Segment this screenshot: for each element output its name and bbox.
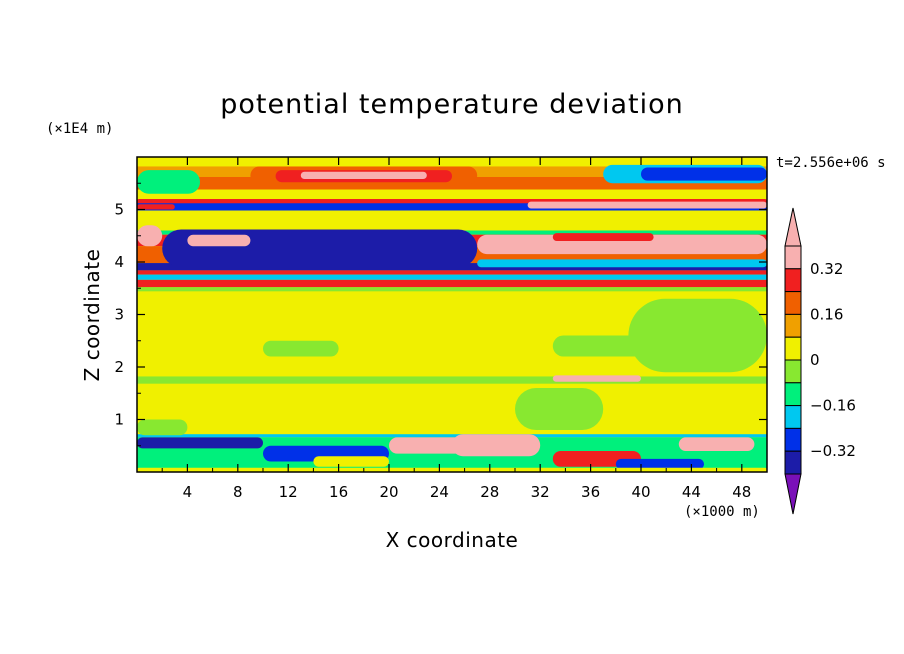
colorbar-label-4: −0.32 (810, 442, 856, 460)
colorbar-swatch-4 (784, 336, 802, 361)
x-tick-label-6: 28 (480, 483, 499, 501)
colorbar-label-1: 0.16 (810, 305, 843, 323)
y-tick-label-1: 2 (114, 358, 124, 376)
field-feature-21 (515, 388, 604, 430)
field-feature-14 (137, 204, 175, 210)
field-feature-15 (137, 298, 251, 367)
field-feature-17 (389, 330, 465, 346)
colorbar-swatch-7 (784, 405, 802, 429)
colorbar-swatch-8 (784, 427, 802, 452)
x-axis-label: X coordinate (386, 528, 519, 552)
field-feature-30 (137, 467, 767, 472)
y-tick-label-4: 5 (114, 201, 124, 219)
field-band-16 (137, 383, 767, 435)
field-feature-22 (552, 375, 641, 382)
x-tick-label-3: 16 (329, 483, 348, 501)
colorbar-swatch-3 (784, 313, 802, 338)
y-axis-label: Z coordinate (80, 249, 104, 382)
field-feature-24 (452, 434, 541, 457)
y-axis-ticks: 1 2 3 4 5 (114, 182, 767, 447)
x-axis-ticks: 4 8 12 16 20 24 28 32 36 40 44 48 (161, 157, 751, 501)
field-feature-26 (678, 437, 755, 451)
x-tick-label-5: 24 (430, 483, 449, 501)
field-band-11 (137, 274, 767, 280)
field-band-17 (137, 434, 767, 438)
chart-title: potential temperature deviation (220, 89, 683, 120)
colorbar-swatch-0 (784, 245, 802, 270)
y-tick-label-3: 4 (114, 253, 124, 271)
field-feature-5 (641, 167, 767, 181)
field-band-12 (137, 279, 767, 288)
x-tick-label-8: 36 (581, 483, 600, 501)
x-tick-label-11: 48 (732, 483, 751, 501)
x-tick-label-1: 8 (233, 483, 243, 501)
x-tick-label-2: 12 (279, 483, 298, 501)
field-feature-6 (137, 225, 163, 247)
colorbar-swatch-9 (784, 450, 802, 475)
plot-area (137, 157, 767, 472)
colorbar-extend-low (784, 473, 802, 515)
field-feature-16 (263, 340, 339, 357)
colorbar-swatch-6 (784, 382, 802, 407)
colorbar-label-0: 0.32 (810, 260, 843, 278)
field-feature-8 (187, 234, 251, 247)
x-tick-label-0: 4 (183, 483, 193, 501)
colorbar-label-2: 0 (810, 351, 820, 369)
field-feature-27 (137, 437, 263, 449)
colorbar: 0.32 0.16 0 −0.16 −0.32 (784, 207, 856, 515)
x-tick-label-10: 44 (682, 483, 701, 501)
x-tick-label-4: 20 (379, 483, 398, 501)
colorbar-swatch-2 (784, 291, 802, 315)
time-label: t=2.556e+06 s (776, 155, 886, 171)
field-band-13 (137, 287, 767, 292)
field-band-10 (137, 270, 767, 275)
field-band-4 (137, 200, 767, 211)
y-unit-label: (×1E4 m) (46, 121, 113, 137)
field-feature-29 (615, 458, 704, 470)
colorbar-extend-high (784, 207, 802, 247)
field-feature-19 (628, 298, 767, 373)
y-tick-label-2: 3 (114, 306, 124, 324)
x-tick-label-9: 40 (631, 483, 650, 501)
field-feature-13 (527, 201, 767, 209)
x-unit-label: (×1000 m) (684, 504, 760, 520)
x-tick-label-7: 32 (531, 483, 550, 501)
colorbar-label-3: −0.16 (810, 397, 856, 415)
field-feature-9 (477, 234, 767, 255)
field-band-0 (137, 157, 767, 167)
y-tick-label-0: 1 (114, 411, 124, 429)
colorbar-swatch-1 (784, 268, 802, 293)
field-band-15 (137, 376, 767, 384)
field-feature-10 (552, 233, 654, 241)
field-feature-31 (313, 456, 389, 467)
colorbar-swatch-5 (784, 359, 802, 384)
field-feature-20 (137, 419, 188, 436)
field-band-3 (137, 189, 767, 201)
field-feature-3 (300, 171, 427, 180)
field-feature-0 (137, 170, 200, 194)
field-band-5 (137, 210, 767, 231)
field-feature-11 (477, 259, 767, 268)
